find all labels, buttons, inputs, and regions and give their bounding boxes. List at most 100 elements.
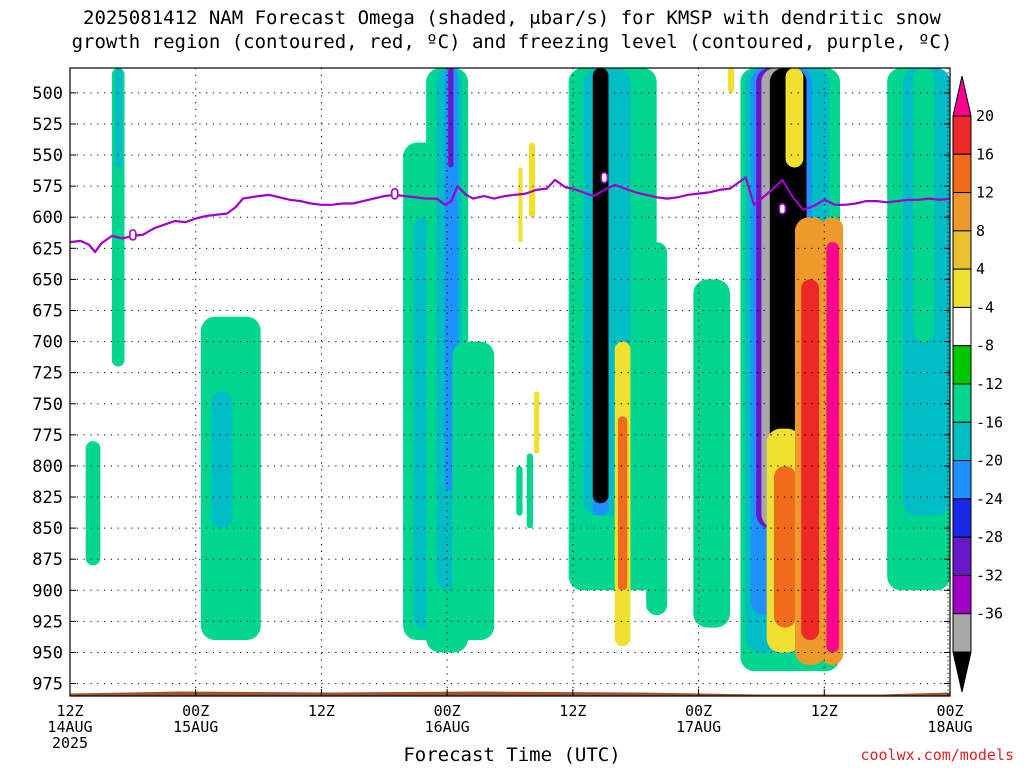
omega-shading bbox=[70, 68, 950, 696]
colorbar-label: 20 bbox=[976, 107, 994, 125]
y-tick-label: 900 bbox=[32, 581, 63, 601]
y-tick-label: 925 bbox=[32, 612, 63, 632]
x-tick-label: 12Z bbox=[559, 702, 586, 720]
freezing-level-label bbox=[129, 229, 137, 241]
colorbar-label: -12 bbox=[976, 375, 1003, 393]
freezing-level-line bbox=[70, 176, 950, 254]
y-tick-label: 850 bbox=[32, 519, 63, 539]
omega-region bbox=[528, 142, 536, 218]
y-tick-label: 700 bbox=[32, 333, 63, 353]
colorbar-segment bbox=[952, 536, 972, 576]
omega-region bbox=[592, 68, 609, 504]
ground-surface bbox=[70, 691, 950, 696]
chart-title: 2025081412 NAM Forecast Omega (shaded, μ… bbox=[0, 6, 1024, 54]
colorbar-label: 16 bbox=[976, 145, 994, 163]
x-tick-label: 17AUG bbox=[676, 718, 721, 736]
y-tick-label: 750 bbox=[32, 395, 63, 415]
colorbar-label: -24 bbox=[976, 490, 1003, 508]
colorbar: 20 16 12 8 4 -4 -8 -12 -16 -20 -24 -28 -32 -36 bbox=[952, 75, 1003, 693]
colorbar-segment bbox=[952, 345, 972, 385]
colorbar-label: -4 bbox=[976, 298, 994, 316]
x-tick-label: 16AUG bbox=[425, 718, 470, 736]
colorbar-segment bbox=[952, 192, 972, 232]
omega-region bbox=[774, 465, 796, 628]
colorbar-segment bbox=[952, 268, 972, 308]
y-tick-label: 625 bbox=[32, 239, 63, 259]
colorbar-segment bbox=[952, 153, 972, 194]
y-tick-label: 950 bbox=[32, 643, 63, 663]
omega-region bbox=[534, 391, 540, 454]
colorbar-segment bbox=[952, 613, 972, 653]
omega-region bbox=[85, 441, 101, 566]
x-tick-label: 18AUG bbox=[927, 718, 972, 736]
colorbar-label: -20 bbox=[976, 452, 1003, 470]
colorbar-label: 8 bbox=[976, 222, 985, 240]
y-axis: 500 525 550 575 600 625 650 675 700 725 750 775 800 8… bbox=[32, 84, 950, 695]
colorbar-label: -28 bbox=[976, 528, 1003, 546]
colorbar-segment bbox=[952, 383, 972, 423]
freezing-level-contour bbox=[70, 171, 950, 254]
x-tick-label: 15AUG bbox=[173, 718, 218, 736]
y-tick-label: 550 bbox=[32, 146, 63, 166]
x-tick-label: 12Z bbox=[308, 702, 335, 720]
omega-region bbox=[785, 68, 804, 168]
grid-lines bbox=[70, 68, 950, 696]
x-tick-label: 14AUG bbox=[47, 718, 92, 736]
colorbar-segment bbox=[952, 498, 972, 538]
omega-region bbox=[646, 242, 668, 616]
omega-region bbox=[801, 279, 820, 641]
omega-region bbox=[211, 391, 233, 529]
x-tick-label: 00Z bbox=[936, 702, 963, 720]
y-tick-label: 600 bbox=[32, 208, 63, 228]
x-tick-label: 12Z bbox=[56, 702, 83, 720]
freezing-level-label bbox=[600, 171, 609, 184]
colorbar-label: 12 bbox=[976, 184, 994, 202]
x-tick-label: 2025 bbox=[52, 734, 88, 752]
plot-frame bbox=[69, 67, 951, 697]
y-tick-label: 775 bbox=[32, 426, 63, 446]
colorbar-segment bbox=[952, 75, 972, 117]
x-tick-label: 12Z bbox=[811, 702, 838, 720]
x-tick-label: 00Z bbox=[182, 702, 209, 720]
colorbar-segment bbox=[952, 115, 972, 155]
y-tick-label: 575 bbox=[32, 177, 63, 197]
y-tick-label: 525 bbox=[32, 115, 63, 135]
omega-region bbox=[448, 68, 454, 168]
omega-region bbox=[526, 453, 534, 529]
y-tick-label: 650 bbox=[32, 270, 63, 290]
colorbar-segment bbox=[952, 230, 972, 270]
x-tick-label: 00Z bbox=[434, 702, 461, 720]
y-tick-label: 825 bbox=[32, 488, 63, 508]
omega-region bbox=[826, 242, 839, 653]
y-tick-label: 675 bbox=[32, 301, 63, 321]
omega-region bbox=[727, 68, 735, 93]
y-tick-label: 500 bbox=[32, 84, 63, 104]
colorbar-segment bbox=[952, 651, 972, 693]
colorbar-segment bbox=[952, 574, 972, 615]
colorbar-segment bbox=[952, 460, 972, 500]
omega-region bbox=[516, 465, 523, 516]
omega-region bbox=[452, 341, 495, 641]
y-tick-label: 975 bbox=[32, 675, 63, 695]
y-tick-label: 725 bbox=[32, 364, 63, 384]
colorbar-label: -8 bbox=[976, 337, 994, 355]
chart-title-line1: 2025081412 NAM Forecast Omega (shaded, μ… bbox=[83, 7, 941, 29]
colorbar-segment bbox=[952, 421, 972, 462]
omega-region bbox=[913, 68, 935, 342]
colorbar-label: -32 bbox=[976, 566, 1003, 584]
colorbar-label: -36 bbox=[976, 605, 1003, 623]
y-tick-label: 875 bbox=[32, 550, 63, 570]
colorbar-segment bbox=[952, 306, 972, 347]
freezing-level-label bbox=[778, 202, 787, 215]
colorbar-label: 4 bbox=[976, 260, 985, 278]
x-axis-label: Forecast Time (UTC) bbox=[403, 744, 621, 766]
x-tick-label: 00Z bbox=[685, 702, 712, 720]
colorbar-label: -16 bbox=[976, 413, 1003, 431]
omega-region bbox=[693, 279, 730, 628]
omega-region bbox=[115, 68, 123, 168]
y-tick-label: 800 bbox=[32, 457, 63, 477]
site-credit: coolwx.com/models bbox=[860, 746, 1014, 764]
freezing-level-label bbox=[390, 188, 399, 200]
